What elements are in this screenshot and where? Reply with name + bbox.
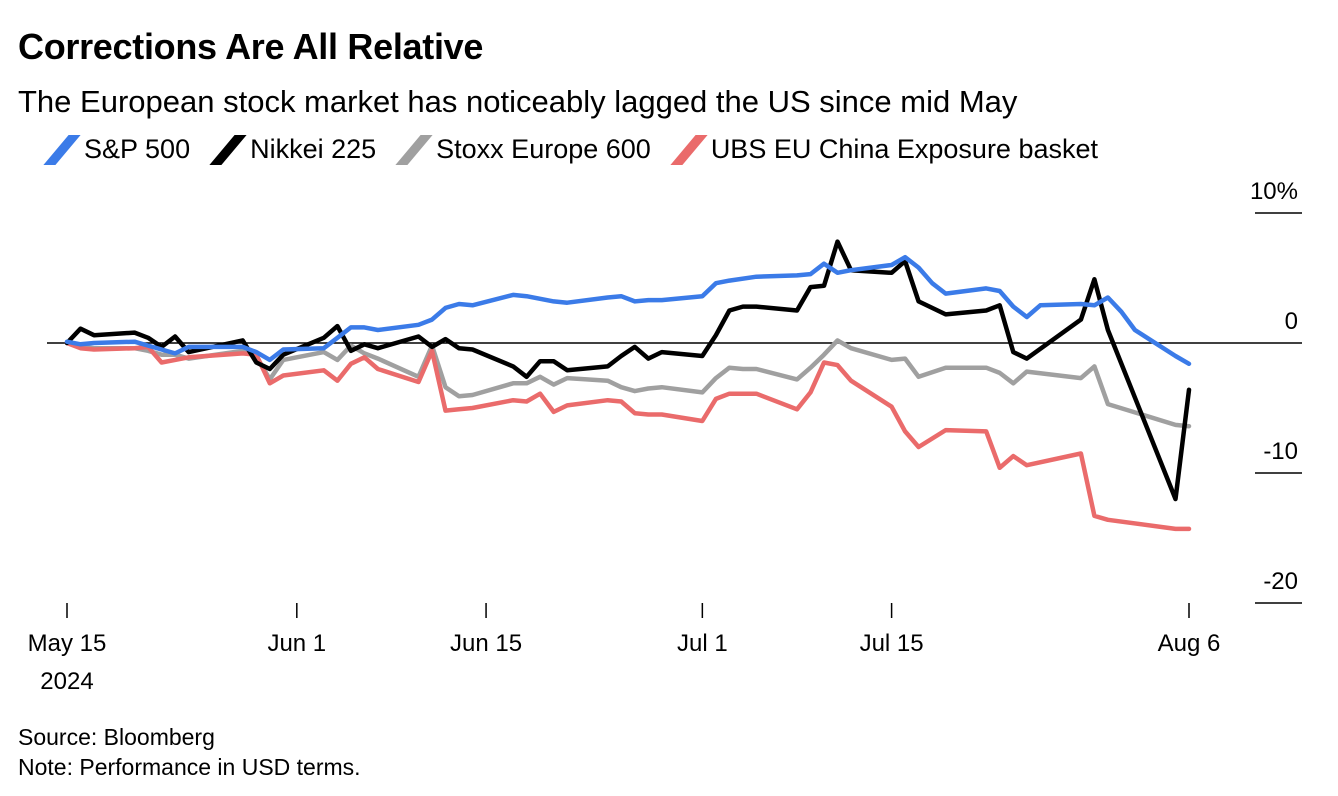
y-tick-label: 10% [1250, 178, 1298, 205]
legend-item-sp500: S&P 500 [43, 134, 191, 165]
y-tick-label: -20 [1263, 568, 1298, 595]
x-tick-label-line: Jun 1 [267, 630, 326, 657]
chart-subtitle: The European stock market has noticeably… [18, 84, 1018, 119]
footnote: Note: Performance in USD terms. [18, 754, 361, 780]
x-tick-label: Jul 15 [860, 630, 924, 657]
x-tick-label-line: Jul 15 [860, 630, 924, 657]
y-tick-label: -10 [1263, 438, 1298, 465]
x-tick-label: Jun 15 [450, 630, 522, 657]
legend-item-ubs: UBS EU China Exposure basket [670, 134, 1099, 165]
y-tick-label: 0 [1285, 308, 1298, 335]
series-line-ubs [64, 340, 1192, 532]
series-line-nikkei [64, 239, 1192, 502]
legend-label-nikkei: Nikkei 225 [250, 134, 377, 164]
legend-label-sp500: S&P 500 [84, 134, 191, 164]
legend-label-ubs: UBS EU China Exposure basket [710, 134, 1099, 164]
x-tick-label: May 15 2024 [28, 630, 107, 695]
x-tick-label: Jun 1 [267, 630, 326, 657]
x-tick-label-line: 2024 [40, 668, 93, 695]
legend-item-stoxx: Stoxx Europe 600 [395, 134, 651, 165]
x-tick-label-line: Jul 1 [677, 630, 728, 657]
series-line-sp500 [64, 254, 1192, 367]
source-note: Source: Bloomberg [18, 724, 215, 750]
legend: S&P 500 Nikkei 225 Stoxx Europe 600 UBS … [43, 134, 1124, 165]
x-tick-label-line: Aug 6 [1158, 630, 1221, 657]
legend-label-stoxx: Stoxx Europe 600 [436, 134, 651, 164]
x-tick-label: Jul 1 [677, 630, 728, 657]
x-tick-label-line: May 15 [28, 630, 107, 657]
x-tick-label-line: Jun 15 [450, 630, 522, 657]
legend-item-nikkei: Nikkei 225 [209, 134, 377, 165]
x-tick-label: Aug 6 [1158, 630, 1221, 657]
chart-title: Corrections Are All Relative [18, 26, 484, 67]
